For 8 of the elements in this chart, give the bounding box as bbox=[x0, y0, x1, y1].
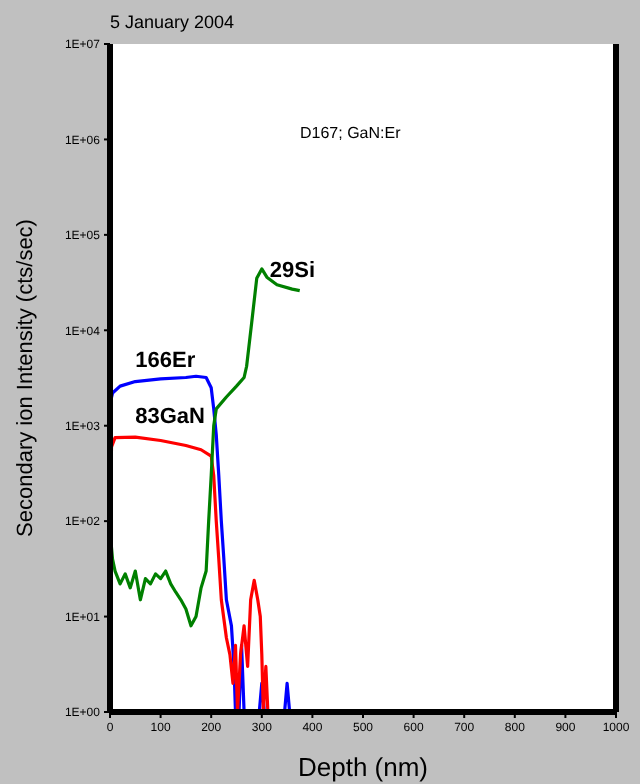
x-axis-title: Depth (nm) bbox=[297, 752, 429, 782]
series-label: 166Er bbox=[135, 349, 197, 374]
series-label: 29Si bbox=[269, 258, 316, 283]
line-series bbox=[110, 435, 274, 712]
series-label: 83GaN bbox=[135, 404, 206, 429]
y-axis-title: Secondary ion Intensity (cts/sec) bbox=[13, 219, 38, 537]
chart-title: 5 January 2004 bbox=[110, 12, 235, 32]
text: D167; GaN:Er bbox=[300, 124, 401, 142]
